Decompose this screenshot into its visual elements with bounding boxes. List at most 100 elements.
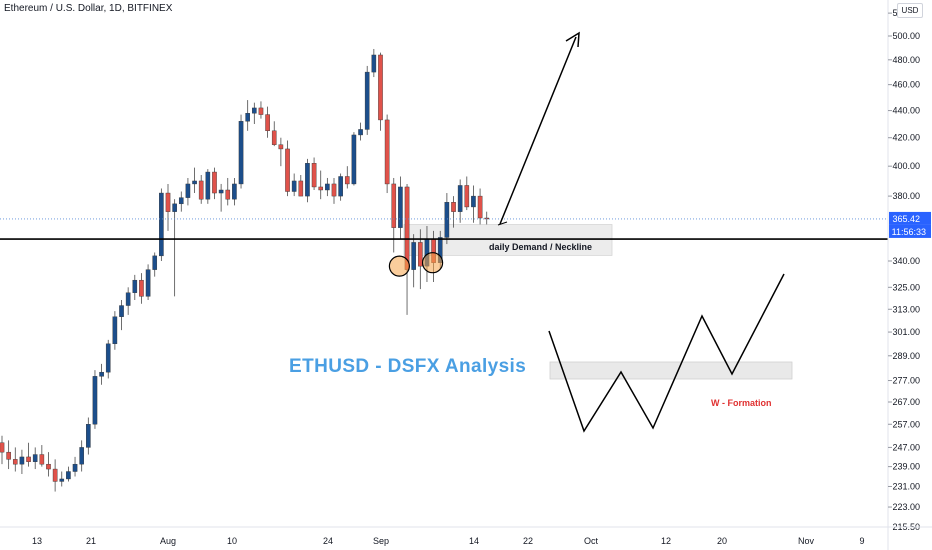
candle-body	[152, 255, 158, 270]
candle-body	[318, 186, 324, 191]
price-tick-label: 340.00	[892, 256, 920, 266]
projection-arrow-line	[499, 36, 577, 225]
candle-body	[52, 468, 58, 482]
candle-body	[6, 451, 11, 460]
candle-body	[457, 185, 463, 212]
price-tick-label: 257.00	[892, 419, 920, 429]
candle-body	[451, 202, 456, 212]
candle-body	[278, 144, 284, 150]
candle-body	[125, 292, 131, 306]
candle-body	[26, 456, 31, 462]
candle-body	[311, 163, 317, 188]
price-tick-label: 325.00	[892, 282, 920, 292]
candle-body	[172, 203, 177, 212]
time-axis[interactable]: 13 21 Aug 10 24 Sep 14 22 Oct 12 20 Nov 9	[0, 526, 932, 546]
candle-body	[371, 54, 377, 73]
candle-body	[252, 107, 257, 114]
candle-body	[92, 376, 98, 425]
candle-body	[86, 424, 91, 448]
candle-body	[325, 183, 330, 191]
candle-body	[59, 478, 65, 482]
price-tick-label: 231.00	[892, 481, 920, 491]
candle-body	[99, 371, 104, 377]
candle-body	[358, 129, 363, 136]
candle-body	[364, 71, 370, 130]
candle-body	[178, 197, 184, 205]
candle-body	[305, 163, 310, 197]
price-tick-label: 277.00	[892, 376, 920, 386]
candle-body	[477, 195, 483, 219]
drawings	[0, 31, 888, 433]
projection-arrow-head	[565, 31, 580, 48]
candle-body	[384, 119, 390, 185]
candle-body	[112, 316, 118, 345]
candle-body	[39, 454, 45, 465]
candle-body	[205, 171, 211, 200]
time-tick-label: Oct	[584, 536, 599, 546]
demand-zone-label: daily Demand / Neckline	[489, 242, 593, 252]
candle-body	[19, 456, 25, 465]
countdown-tag	[889, 224, 931, 238]
candle-body	[165, 192, 171, 212]
candle-body	[471, 195, 476, 208]
bottom-circle	[422, 252, 444, 274]
price-axis[interactable]: 520.00500.00480.00460.00440.00420.00400.…	[887, 0, 931, 550]
price-tick-label: 380.00	[892, 191, 920, 201]
price-tick-label: 420.00	[892, 133, 920, 143]
price-tick-label: 480.00	[892, 55, 920, 65]
time-tick-label: Nov	[798, 536, 815, 546]
candle-body	[145, 269, 151, 297]
candle-body	[378, 54, 383, 121]
candle-body	[271, 130, 277, 145]
candle-body	[32, 454, 38, 462]
candle-body	[398, 186, 403, 228]
candle-body	[218, 189, 224, 194]
candle-body	[12, 459, 18, 465]
w-formation-label: W - Formation	[711, 398, 772, 408]
candle-body	[464, 185, 470, 208]
candle-body	[46, 463, 51, 470]
candle-body	[198, 180, 204, 200]
price-tick-label: 313.00	[892, 304, 920, 314]
w-formation-zone	[549, 361, 793, 380]
analysis-title: ETHUSD - DSFX Analysis	[289, 356, 527, 377]
countdown-label: 11:56:33	[892, 227, 926, 237]
last-price-tag	[889, 211, 931, 225]
candle-body	[225, 189, 231, 200]
candle-body	[0, 442, 5, 453]
candles	[0, 48, 490, 492]
bottom-circle	[388, 255, 410, 277]
price-tick-label: 400.00	[892, 161, 920, 171]
candle-body	[72, 463, 78, 472]
candle-body	[79, 447, 84, 465]
candle-body	[411, 242, 416, 270]
time-tick-label: 20	[717, 536, 727, 546]
time-tick-label: Sep	[373, 536, 389, 546]
last-price-label: 365.42	[892, 214, 920, 224]
price-tick-label: 460.00	[892, 80, 920, 90]
candle-body	[66, 471, 71, 480]
candle-body	[245, 113, 250, 122]
candle-body	[185, 183, 191, 198]
candle-body	[238, 121, 244, 185]
price-tick-label: 239.00	[892, 462, 920, 472]
currency-button[interactable]: USD	[897, 3, 923, 18]
candle-body	[331, 183, 337, 197]
candle-body	[391, 183, 397, 228]
candle-body	[192, 180, 197, 185]
candle-body	[139, 279, 144, 297]
time-tick-label: 9	[859, 536, 864, 546]
price-tick-label: 267.00	[892, 397, 920, 407]
price-tick-label: 289.00	[892, 351, 920, 361]
chart-title: Ethereum / U.S. Dollar, 1D, BITFINEX	[4, 3, 173, 14]
candle-body	[132, 279, 138, 293]
time-tick-label: 14	[469, 536, 479, 546]
price-tick-label: 301.00	[892, 327, 920, 337]
time-tick-label: 13	[32, 536, 42, 546]
price-tick-label: 440.00	[892, 106, 920, 116]
candle-body	[418, 242, 423, 267]
time-tick-label: 24	[323, 536, 333, 546]
candle-body	[105, 343, 111, 373]
price-tick-label: 247.00	[892, 442, 920, 452]
